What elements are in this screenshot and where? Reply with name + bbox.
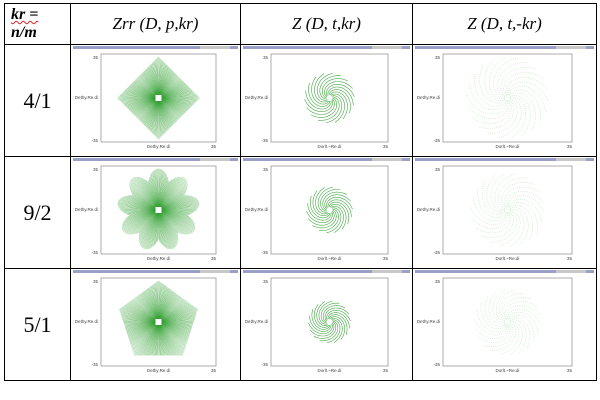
plot-thumbnail: 35 -35 35 Dethy.Re.di Dorlt.~Re.di — [415, 270, 594, 373]
y-axis-label: Dethy.Re.di — [245, 95, 268, 100]
y-axis-label: Dethy.Re.di — [417, 207, 440, 212]
tick-label: 35 — [567, 256, 573, 261]
tick-label: -35 — [433, 362, 440, 367]
x-axis-label: Dorlt.~Re.di — [318, 256, 342, 261]
tick-label: 35 — [383, 256, 389, 261]
plot-thumbnail: 35 -35 35 Dethy.Re.di Dorlt.~Re.di — [415, 158, 594, 261]
tick-label: 35 — [435, 167, 441, 172]
tick-label: -35 — [91, 138, 98, 143]
tick-label: -35 — [91, 362, 98, 367]
tick-label: 35 — [567, 144, 573, 149]
y-axis-label: Dethy.Re.di — [417, 95, 440, 100]
tick-label: -35 — [261, 138, 268, 143]
results-table: kr = n/m Zrr (D, p,kr) Z (D, t,kr) Z (D,… — [4, 3, 597, 381]
col3-header: Z (D, t,-kr) — [412, 3, 597, 45]
star-plot: 35 -35 35 Dethy.Re.di Dethy.Re.di — [71, 157, 240, 267]
tick-label: 35 — [383, 144, 389, 149]
tick-label: 35 — [263, 167, 269, 172]
row-label: 4/1 — [4, 44, 71, 157]
table-row: 5/1 35 -35 35 Dethy.Re.di Dethy.Re.di 35 -35 3… — [4, 268, 597, 381]
plot-cell: 35 -35 35 Dethy.Re.di Dethy.Re.di — [70, 44, 241, 157]
tick-label: 35 — [211, 368, 217, 373]
tick-label: 35 — [211, 256, 217, 261]
x-axis-label: Dethy.Re.di — [147, 256, 170, 261]
col2-header: Z (D, t,kr) — [240, 3, 413, 45]
table-row: 4/1 35 -35 35 Dethy.Re.di Dethy.Re.di 35 -35 3… — [4, 44, 597, 157]
plot-cell: 35 -35 35 Dethy.Re.di Dethy.Re.di — [70, 268, 241, 381]
k-header-line2: n/m — [11, 24, 37, 41]
spiral-plot: 35 -35 35 Dethy.Re.di Dorlt.~Re.di — [413, 269, 596, 379]
col1-header: Zrr (D, p,kr) — [70, 3, 241, 45]
k-header-line1: kr = — [11, 6, 39, 23]
tick-label: 35 — [93, 279, 99, 284]
y-axis-label: Dethy.Re.di — [75, 207, 98, 212]
tick-label: -35 — [433, 138, 440, 143]
plot-cell: 35 -35 35 Dethy.Re.di Dorlt.~Re.di — [240, 156, 413, 269]
star-plot: 35 -35 35 Dethy.Re.di Dethy.Re.di — [71, 269, 240, 379]
x-axis-label: Dethy.Re.di — [147, 144, 170, 149]
tick-label: 35 — [93, 55, 99, 60]
tick-label: 35 — [435, 279, 441, 284]
x-axis-label: Dorlt.~Re.di — [496, 368, 520, 373]
tick-label: 35 — [567, 368, 573, 373]
tick-label: -35 — [261, 362, 268, 367]
tick-label: -35 — [261, 250, 268, 255]
plot-thumbnail: 35 -35 35 Dethy.Re.di Dethy.Re.di — [73, 158, 238, 261]
y-axis-label: Dethy.Re.di — [245, 207, 268, 212]
table-row: 9/2 35 -35 35 Dethy.Re.di Dethy.Re.di 35 -35 3… — [4, 156, 597, 269]
tick-label: -35 — [433, 250, 440, 255]
plot-thumbnail: 35 -35 35 Dethy.Re.di Dorlt.~Re.di — [243, 46, 410, 149]
x-axis-label: Dorlt.~Re.di — [496, 144, 520, 149]
tick-label: 35 — [263, 55, 269, 60]
row-label: 5/1 — [4, 268, 71, 381]
x-axis-label: Dorlt.~Re.di — [318, 144, 342, 149]
spiral-plot: 35 -35 35 Dethy.Re.di Dorlt.~Re.di — [241, 269, 412, 379]
x-axis-label: Dorlt.~Re.di — [496, 256, 520, 261]
plot-thumbnail: 35 -35 35 Dethy.Re.di Dethy.Re.di — [73, 46, 238, 149]
plot-thumbnail: 35 -35 35 Dethy.Re.di Dorlt.~Re.di — [415, 46, 594, 149]
tick-label: -35 — [91, 250, 98, 255]
tick-label: 35 — [435, 55, 441, 60]
tick-label: 35 — [263, 279, 269, 284]
plot-cell: 35 -35 35 Dethy.Re.di Dorlt.~Re.di — [412, 44, 597, 157]
y-axis-label: Dethy.Re.di — [75, 319, 98, 324]
plot-thumbnail: 35 -35 35 Dethy.Re.di Dorlt.~Re.di — [243, 158, 410, 261]
tick-label: 35 — [211, 144, 217, 149]
plot-cell: 35 -35 35 Dethy.Re.di Dethy.Re.di — [70, 156, 241, 269]
k-column-header: kr = n/m — [4, 3, 71, 45]
tick-label: 35 — [93, 167, 99, 172]
plot-thumbnail: 35 -35 35 Dethy.Re.di Dethy.Re.di — [73, 270, 238, 373]
spiral-plot: 35 -35 35 Dethy.Re.di Dorlt.~Re.di — [241, 45, 412, 155]
plot-cell: 35 -35 35 Dethy.Re.di Dorlt.~Re.di — [412, 268, 597, 381]
plot-cell: 35 -35 35 Dethy.Re.di Dorlt.~Re.di — [240, 268, 413, 381]
plot-cell: 35 -35 35 Dethy.Re.di Dorlt.~Re.di — [412, 156, 597, 269]
y-axis-label: Dethy.Re.di — [245, 319, 268, 324]
spiral-plot: 35 -35 35 Dethy.Re.di Dorlt.~Re.di — [413, 157, 596, 267]
x-axis-label: Dorlt.~Re.di — [318, 368, 342, 373]
plot-cell: 35 -35 35 Dethy.Re.di Dorlt.~Re.di — [240, 44, 413, 157]
star-plot: 35 -35 35 Dethy.Re.di Dethy.Re.di — [71, 45, 240, 155]
y-axis-label: Dethy.Re.di — [417, 319, 440, 324]
tick-label: 35 — [383, 368, 389, 373]
plot-thumbnail: 35 -35 35 Dethy.Re.di Dorlt.~Re.di — [243, 270, 410, 373]
spiral-plot: 35 -35 35 Dethy.Re.di Dorlt.~Re.di — [241, 157, 412, 267]
x-axis-label: Dethy.Re.di — [147, 368, 170, 373]
row-label: 9/2 — [4, 156, 71, 269]
y-axis-label: Dethy.Re.di — [75, 95, 98, 100]
spiral-plot: 35 -35 35 Dethy.Re.di Dorlt.~Re.di — [413, 45, 596, 155]
